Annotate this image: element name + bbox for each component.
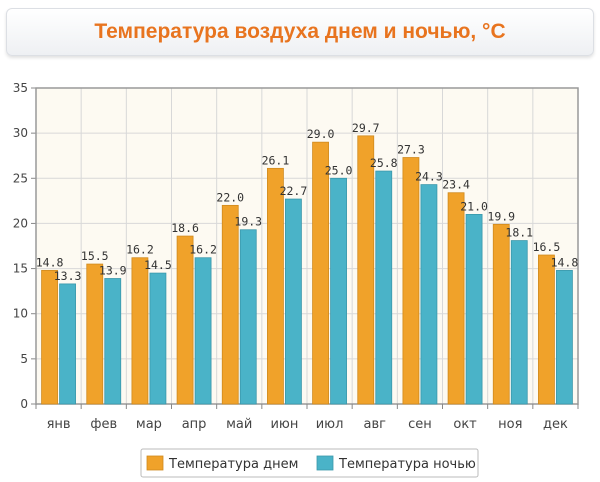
y-tick-label: 5 [20, 352, 28, 366]
data-label-night: 22.7 [280, 184, 308, 198]
y-tick-label: 10 [13, 307, 28, 321]
bar-day [41, 269, 58, 405]
y-tick-label: 35 [13, 81, 28, 95]
legend-label-night: Температура ночью [338, 457, 476, 472]
data-label-night: 19.3 [234, 215, 262, 229]
bar-day [221, 204, 239, 405]
legend-swatch-night [316, 455, 334, 471]
bar-night [59, 283, 76, 405]
legend-swatch-day [146, 455, 164, 471]
x-tick-label: ноя [498, 417, 522, 432]
x-tick-label: янв [47, 417, 71, 432]
bar-day [312, 141, 329, 405]
x-tick-label: июл [316, 417, 344, 432]
data-label-day: 23.4 [442, 178, 470, 192]
data-label-night: 14.5 [144, 258, 172, 272]
title-bar: Температура воздуха днем и ночью, °C [6, 8, 594, 56]
y-tick-label: 25 [13, 171, 28, 185]
x-tick-label: июн [270, 417, 298, 432]
data-label-day: 29.7 [352, 121, 380, 135]
data-label-day: 14.8 [36, 255, 64, 269]
data-label-night: 16.2 [189, 243, 217, 257]
x-tick-label: фев [90, 417, 117, 432]
legend-box [140, 448, 479, 478]
bar-day [402, 157, 420, 405]
bar-night [465, 213, 483, 405]
bar-night [149, 272, 167, 405]
data-label-day: 19.9 [487, 209, 515, 223]
bar-day [447, 192, 465, 405]
bar-day [176, 235, 194, 405]
x-tick-label: мар [136, 417, 162, 432]
data-label-night: 21.0 [460, 199, 488, 213]
x-tick-label: апр [182, 417, 207, 432]
x-tick-label: окт [453, 417, 477, 432]
data-label-day: 16.5 [533, 240, 561, 254]
data-label-night: 14.8 [551, 255, 579, 269]
data-label-day: 26.1 [262, 153, 290, 167]
data-label-day: 22.0 [216, 190, 244, 204]
bar-day [131, 257, 149, 405]
x-tick-label: май [226, 417, 252, 432]
data-label-day: 27.3 [397, 143, 425, 157]
bar-night [104, 278, 122, 405]
x-tick-label: дек [543, 417, 568, 432]
bar-day [267, 167, 284, 405]
data-label-night: 25.8 [370, 156, 398, 170]
data-label-night: 25.0 [325, 163, 353, 177]
bar-night [239, 229, 257, 405]
data-label-night: 13.9 [99, 264, 127, 278]
data-label-day: 29.0 [307, 127, 335, 141]
bar-night [510, 240, 528, 405]
bar-day [492, 223, 510, 405]
bar-night [375, 170, 393, 405]
bar-night [330, 177, 347, 405]
bar-day [86, 263, 104, 405]
bar-night [420, 184, 438, 405]
data-label-day: 16.2 [126, 243, 154, 257]
legend-label-day: Температура днем [168, 457, 298, 472]
y-tick-label: 20 [13, 216, 28, 230]
data-label-night: 24.3 [415, 170, 443, 184]
data-label-night: 18.1 [505, 226, 533, 240]
bar-night [556, 269, 573, 405]
y-tick-label: 30 [13, 126, 28, 140]
y-tick-label: 15 [13, 262, 28, 276]
y-tick-label: 0 [20, 397, 28, 411]
data-label-day: 18.6 [171, 221, 199, 235]
data-label-day: 15.5 [81, 249, 109, 263]
bar-night [194, 257, 212, 405]
chart-title: Температура воздуха днем и ночью, °C [94, 20, 506, 43]
bar-night [285, 198, 302, 405]
x-tick-label: сен [408, 417, 432, 432]
bar-day [357, 135, 375, 405]
x-tick-label: авг [364, 417, 387, 432]
data-label-night: 13.3 [54, 269, 82, 283]
bar-day [538, 254, 555, 405]
